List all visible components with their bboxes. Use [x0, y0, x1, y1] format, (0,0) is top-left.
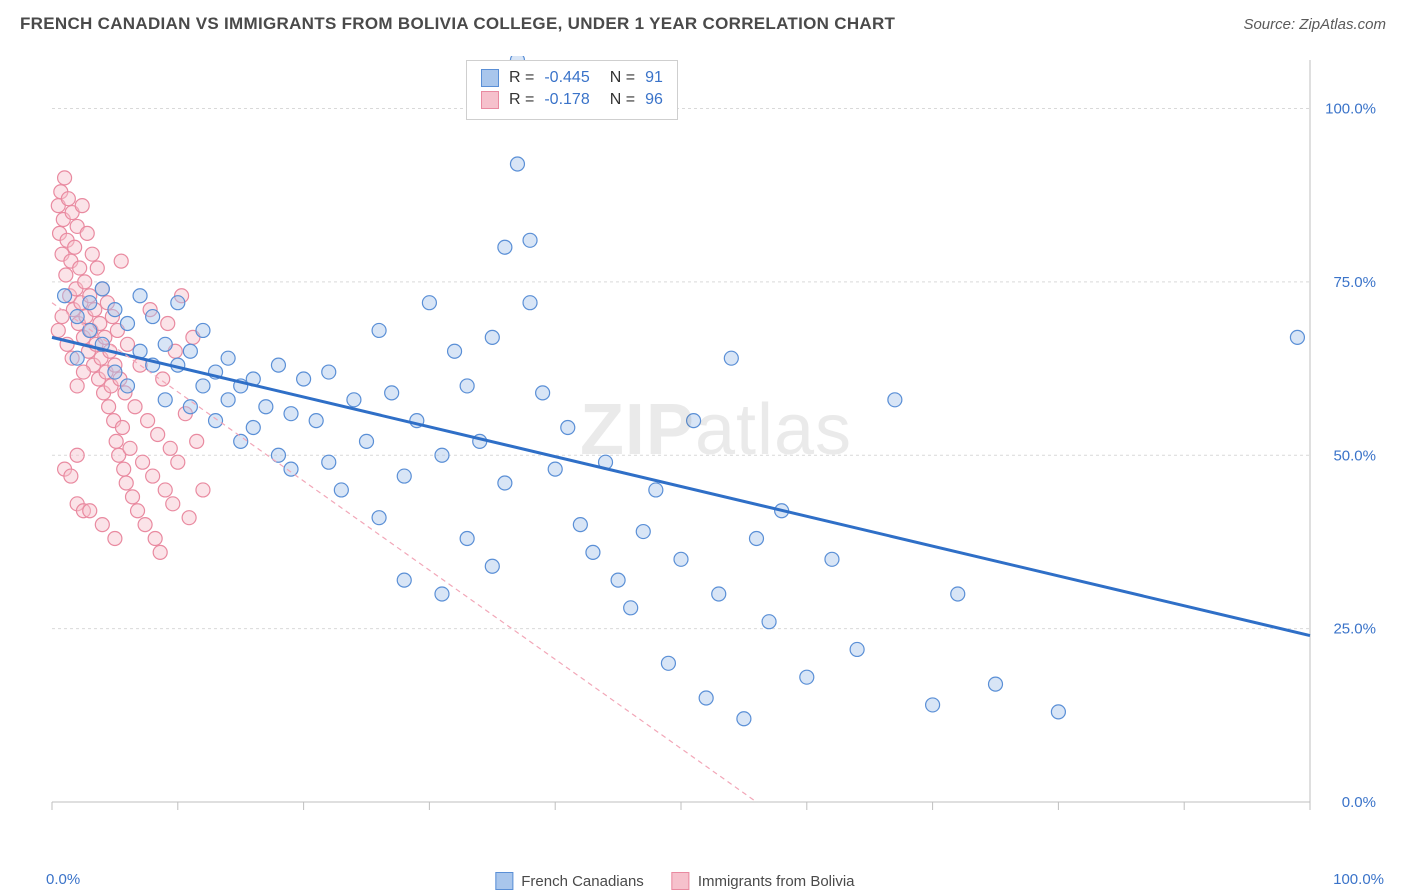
- svg-text:0.0%: 0.0%: [1342, 794, 1376, 811]
- x-axis-max-label: 100.0%: [1333, 871, 1384, 888]
- plot-area: 0.0% 25.0% 50.0% 75.0% 100.0% R = -0.445 N =…: [46, 56, 1386, 836]
- scatter-chart: 0.0% 25.0% 50.0% 75.0% 100.0%: [46, 56, 1386, 836]
- chart-title: FRENCH CANADIAN VS IMMIGRANTS FROM BOLIV…: [20, 14, 895, 34]
- chart-source: Source: ZipAtlas.com: [1243, 16, 1386, 33]
- x-axis-min-label: 0.0%: [46, 871, 80, 888]
- svg-text:25.0%: 25.0%: [1333, 621, 1376, 638]
- svg-text:75.0%: 75.0%: [1333, 274, 1376, 291]
- legend-item-0: French Canadians: [495, 872, 644, 890]
- svg-text:100.0%: 100.0%: [1325, 101, 1376, 118]
- stats-row-series-1: R = -0.178 N = 96: [481, 89, 663, 111]
- chart-header: FRENCH CANADIAN VS IMMIGRANTS FROM BOLIV…: [0, 0, 1406, 48]
- stats-row-series-0: R = -0.445 N = 91: [481, 67, 663, 89]
- legend-item-1: Immigrants from Bolivia: [672, 872, 855, 890]
- svg-text:50.0%: 50.0%: [1333, 447, 1376, 464]
- stat-r-label: R =: [509, 89, 534, 111]
- legend-swatch-0: [495, 872, 513, 890]
- legend-label-0: French Canadians: [521, 873, 644, 890]
- stat-n-value-0: 91: [645, 67, 663, 89]
- stat-n-label: N =: [610, 89, 635, 111]
- stat-r-value-1: -0.178: [544, 89, 589, 111]
- swatch-series-1: [481, 91, 499, 109]
- stat-r-label: R =: [509, 67, 534, 89]
- stat-n-label: N =: [610, 67, 635, 89]
- stat-r-value-0: -0.445: [544, 67, 589, 89]
- legend-swatch-1: [672, 872, 690, 890]
- swatch-series-0: [481, 69, 499, 87]
- stats-legend-box: R = -0.445 N = 91 R = -0.178 N = 96: [466, 60, 678, 120]
- legend-label-1: Immigrants from Bolivia: [698, 873, 855, 890]
- stat-n-value-1: 96: [645, 89, 663, 111]
- bottom-legend: French Canadians Immigrants from Bolivia: [495, 872, 854, 890]
